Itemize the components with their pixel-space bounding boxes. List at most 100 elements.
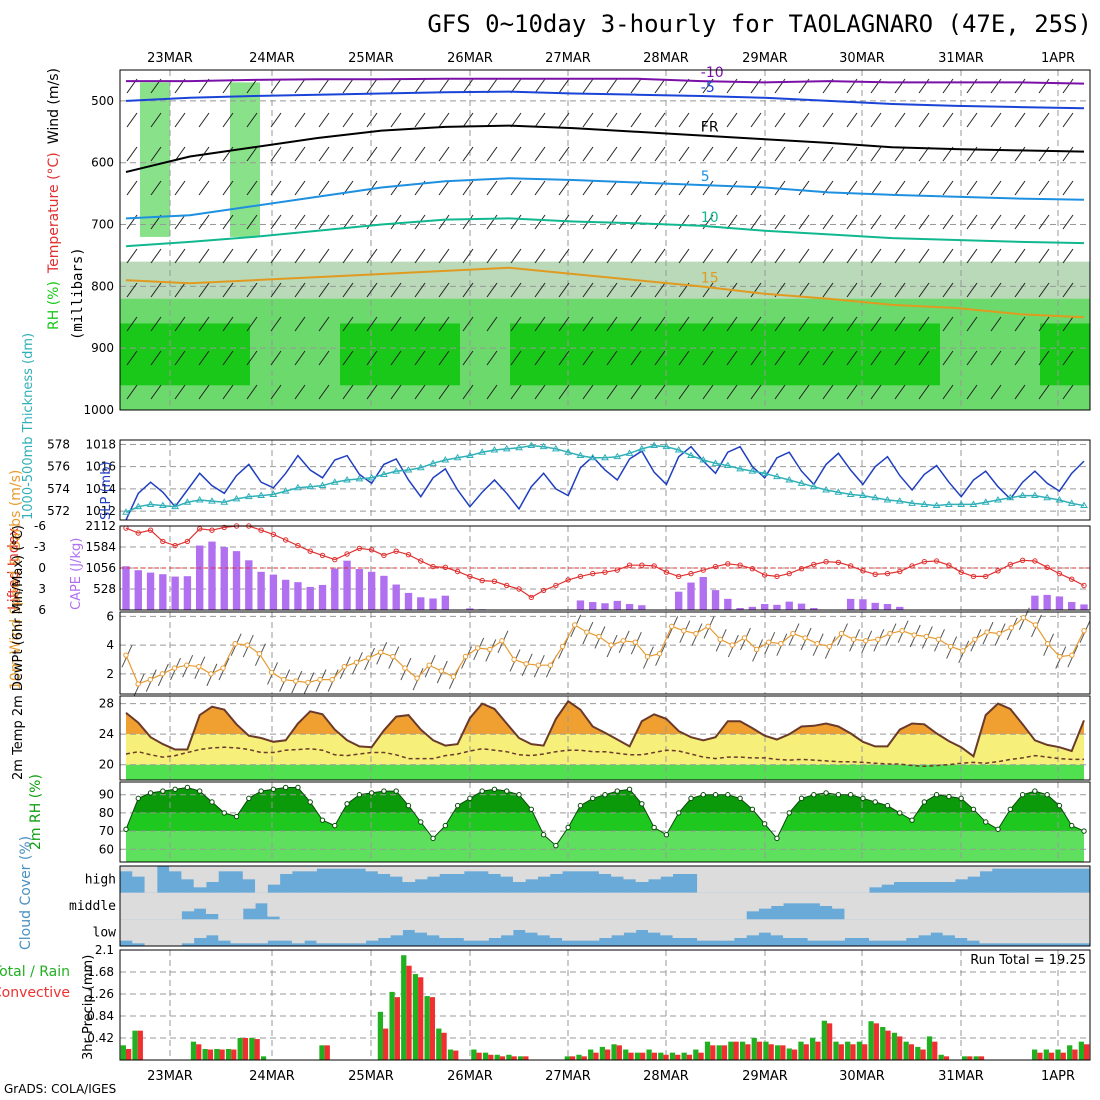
date-tick-label: 1APR <box>1041 51 1075 66</box>
wind-barb <box>1038 350 1050 366</box>
thickness-marker <box>1043 493 1052 501</box>
cloud-low-clear <box>562 919 575 941</box>
precip-conv-bar <box>885 1030 891 1060</box>
wind-speed-marker <box>159 671 166 677</box>
isotherm-line <box>125 124 1085 173</box>
cloud-middle-clear <box>697 892 710 920</box>
cloud-middle-clear <box>169 892 182 920</box>
rh-marker <box>1069 822 1075 829</box>
cloud-high-clear <box>341 866 354 869</box>
wind-barb <box>678 112 690 128</box>
rh-marker <box>528 806 535 812</box>
thickness-marker <box>232 494 241 502</box>
wind-barb <box>1038 146 1050 162</box>
cape-bar <box>122 566 130 610</box>
wind-barb <box>294 146 306 162</box>
wind-barb <box>222 282 234 298</box>
wind-barb <box>294 214 306 230</box>
wind-barb <box>174 180 186 196</box>
wind-barb <box>606 316 618 332</box>
thickness-marker <box>343 476 351 483</box>
wind-barb <box>414 146 426 162</box>
wind-barb <box>270 146 282 162</box>
li-marker <box>995 568 1001 574</box>
wind-barb <box>270 248 282 264</box>
cloud-high-clear <box>439 866 453 874</box>
isotherm-label: 10 <box>701 210 719 226</box>
wind-barb <box>342 248 354 264</box>
wind-barb <box>150 282 162 298</box>
cloud-middle-clear <box>979 892 993 920</box>
li-ylabel: Lifted Index <box>6 528 22 610</box>
cloud-low-clear <box>525 919 538 933</box>
precip-total-bar <box>926 1036 933 1060</box>
cloud-high-clear <box>537 866 551 877</box>
li-marker <box>774 573 780 580</box>
wind-barb <box>990 316 1002 332</box>
wind-speed-marker <box>584 629 590 635</box>
cape-bar <box>883 604 892 610</box>
wind-speed-marker <box>863 638 869 644</box>
li-marker <box>1032 558 1038 564</box>
wind-barb <box>438 384 450 400</box>
wind-barb <box>1062 214 1074 230</box>
wind-barb <box>342 350 354 366</box>
wind-barb <box>246 316 258 332</box>
precip-conv-bar <box>978 1056 985 1060</box>
precip-total-bar <box>611 1044 617 1060</box>
thickness-marker <box>711 459 720 466</box>
rh-marker <box>933 792 940 798</box>
cloud-low-clear <box>721 919 735 941</box>
precip-conv-bar <box>242 1038 249 1060</box>
precip-conv-bar <box>686 1054 693 1060</box>
wind-barb <box>846 214 858 230</box>
precip-total-bar <box>588 1049 594 1060</box>
wind-barb <box>126 384 138 400</box>
wind-barb <box>294 248 306 264</box>
upper-ylabel-part: Wind (m/s) <box>46 68 62 144</box>
precip-total-bar <box>938 1054 944 1060</box>
cape-bar <box>404 592 413 610</box>
precip-total-bar <box>401 955 407 1060</box>
precip-total-bar <box>716 1045 722 1060</box>
precip-total-bar <box>1078 1041 1084 1060</box>
li-marker <box>282 537 289 543</box>
cape-bar <box>208 541 216 610</box>
thickness-marker <box>785 476 794 483</box>
precip-conv-bar <box>1048 1052 1055 1060</box>
wind-barb <box>174 316 186 332</box>
cloud-middle-clear <box>807 892 821 904</box>
precip-total-bar <box>845 1041 851 1060</box>
li-marker <box>209 527 215 533</box>
wind-barb <box>750 146 762 162</box>
wind-barb <box>126 248 138 264</box>
cloud-middle-clear <box>991 892 1005 920</box>
cloud-low-clear <box>463 919 477 941</box>
cape-bar <box>736 608 744 610</box>
wind-barb <box>486 180 498 196</box>
cloud-middle-clear <box>341 892 354 920</box>
rh-marker <box>725 792 731 798</box>
wind-barb <box>678 248 690 264</box>
date-tick-label: 28MAR <box>643 51 689 66</box>
wind-barb <box>774 112 786 128</box>
wind-speed-marker <box>668 623 675 630</box>
wind-speed-marker <box>644 653 651 660</box>
dewpoint-line <box>125 746 1084 768</box>
wind-barb <box>870 112 882 128</box>
y-tick-label: 2.1 <box>95 943 114 957</box>
cloud-middle-clear <box>819 892 833 906</box>
rh-marker <box>577 802 584 809</box>
precip-total-bar <box>810 1038 816 1060</box>
wind-speed-marker <box>196 663 202 670</box>
cape-bar <box>797 603 806 610</box>
cloud-low-clear <box>856 919 870 938</box>
wind-barb <box>798 180 810 196</box>
rh-band-moist <box>780 323 940 386</box>
cloud-middle-clear <box>218 892 232 920</box>
precip-conv-bar <box>791 1049 798 1060</box>
wind-barb <box>1014 282 1026 298</box>
wind-speed-marker <box>850 636 857 643</box>
cloud-low-clear <box>586 919 600 941</box>
rh-marker <box>467 795 473 802</box>
